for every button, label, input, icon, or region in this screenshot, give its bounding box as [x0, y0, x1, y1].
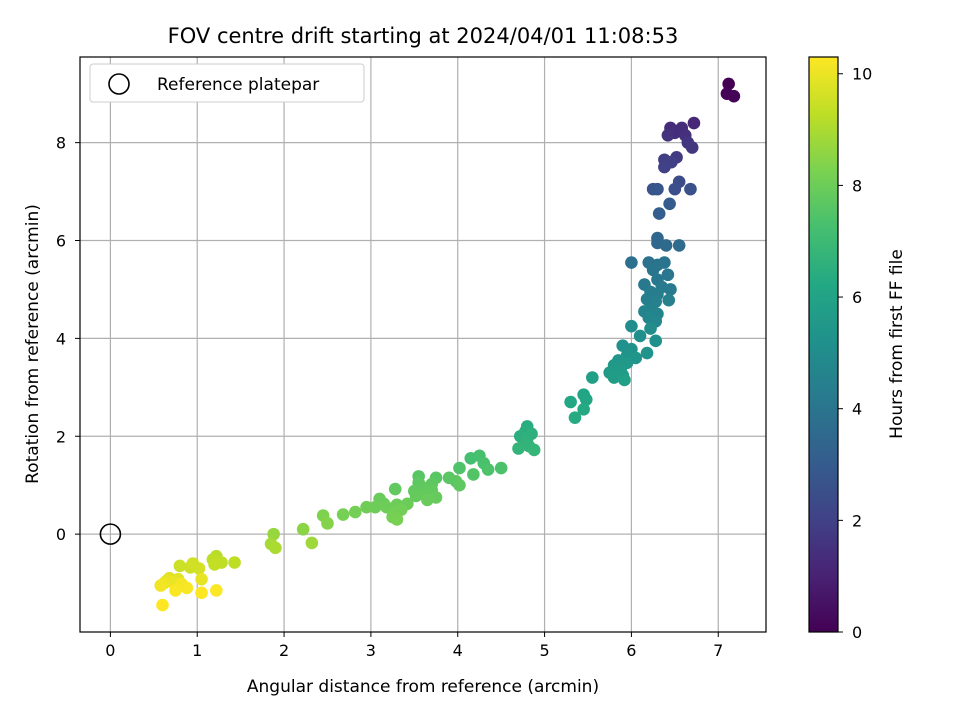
x-tick-label: 5	[539, 641, 549, 660]
data-point	[453, 461, 466, 475]
legend-box	[89, 63, 365, 103]
data-point	[336, 508, 350, 521]
x-tick-label: 3	[366, 641, 376, 660]
data-point	[169, 584, 182, 597]
reference-point-marker	[99, 523, 122, 545]
data-point	[368, 500, 382, 514]
data-point	[210, 584, 223, 597]
data-point	[644, 322, 657, 335]
colorbar-tick-label: 6	[852, 288, 862, 307]
data-point	[421, 493, 434, 507]
data-point	[180, 581, 194, 595]
data-point	[684, 182, 697, 196]
data-point	[672, 239, 686, 252]
data-point	[388, 482, 402, 496]
x-tick-label: 2	[279, 641, 289, 660]
x-tick-label: 4	[453, 641, 463, 660]
data-point	[390, 513, 404, 526]
data-point	[727, 89, 741, 103]
colorbar-label: Hours from first FF file	[887, 249, 907, 439]
data-point	[685, 141, 699, 154]
data-point	[494, 461, 508, 475]
data-point	[512, 442, 525, 455]
data-point	[296, 522, 310, 536]
x-axis-label: Angular distance from reference (arcmin)	[247, 677, 599, 697]
colorbar-gradient	[808, 56, 839, 633]
data-point	[618, 373, 631, 387]
y-tick-label: 4	[56, 329, 66, 348]
data-point	[661, 268, 675, 282]
data-point	[564, 395, 577, 409]
colorbar-tick-label: 8	[852, 176, 862, 195]
data-point	[195, 572, 208, 586]
data-point	[722, 77, 735, 91]
data-point	[633, 329, 647, 343]
data-point	[195, 586, 208, 600]
data-point	[663, 197, 676, 211]
x-tick-label: 0	[105, 641, 115, 660]
data-point	[658, 256, 671, 269]
data-point	[267, 527, 280, 541]
x-tick-label: 7	[713, 641, 723, 660]
data-point	[269, 541, 282, 555]
data-point	[640, 346, 654, 360]
data-point	[186, 557, 200, 570]
data-point	[360, 500, 373, 514]
legend-reference-marker	[108, 73, 130, 95]
data-point	[579, 393, 593, 406]
chart-title: FOV centre drift starting at 2024/04/01 …	[168, 24, 679, 48]
data-point	[467, 468, 480, 481]
legend-label: Reference platepar	[157, 75, 319, 95]
data-point	[687, 116, 701, 130]
data-point	[668, 182, 682, 196]
y-tick-label: 8	[56, 134, 66, 153]
data-point	[662, 293, 676, 307]
data-point	[154, 579, 168, 592]
colorbar: 0 2 4 6 8 10	[808, 56, 872, 642]
axes-frame	[79, 56, 767, 633]
data-point	[661, 128, 675, 142]
y-tick-label: 0	[56, 525, 66, 544]
data-point	[173, 559, 187, 573]
data-point	[568, 411, 582, 424]
legend: Reference platepar	[89, 63, 365, 103]
x-tick-label: 6	[626, 641, 636, 660]
plot-area: 0 1 2 3 4 5 6 7 0 2 4 6 8	[56, 56, 767, 660]
data-point	[321, 517, 334, 530]
x-tick-label: 1	[192, 641, 202, 660]
data-point	[409, 489, 423, 503]
data-point	[228, 556, 241, 569]
data-point	[651, 182, 664, 196]
colorbar-tick-label: 0	[852, 623, 862, 642]
data-point	[664, 283, 677, 296]
colorbar-tick-label: 10	[852, 65, 872, 84]
plot-background	[80, 57, 766, 632]
data-point	[625, 256, 638, 269]
data-point	[659, 239, 673, 252]
data-point	[649, 334, 663, 348]
data-point	[607, 371, 621, 384]
data-point	[625, 319, 638, 333]
data-point	[208, 558, 221, 571]
data-point	[652, 207, 666, 220]
data-point	[453, 478, 466, 492]
data-point	[527, 443, 541, 457]
data-point	[305, 536, 319, 550]
data-point	[156, 598, 169, 612]
y-axis-label: Rotation from reference (arcmin)	[23, 204, 43, 484]
y-tick-label: 2	[56, 427, 66, 446]
data-point	[658, 160, 671, 174]
data-point	[348, 505, 362, 519]
data-point	[577, 403, 590, 416]
colorbar-tick-label: 2	[852, 511, 862, 530]
data-point	[646, 263, 660, 277]
data-point	[481, 463, 495, 476]
colorbar-tick-label: 4	[852, 400, 862, 419]
y-tick-label: 6	[56, 232, 66, 251]
data-point	[586, 371, 599, 384]
